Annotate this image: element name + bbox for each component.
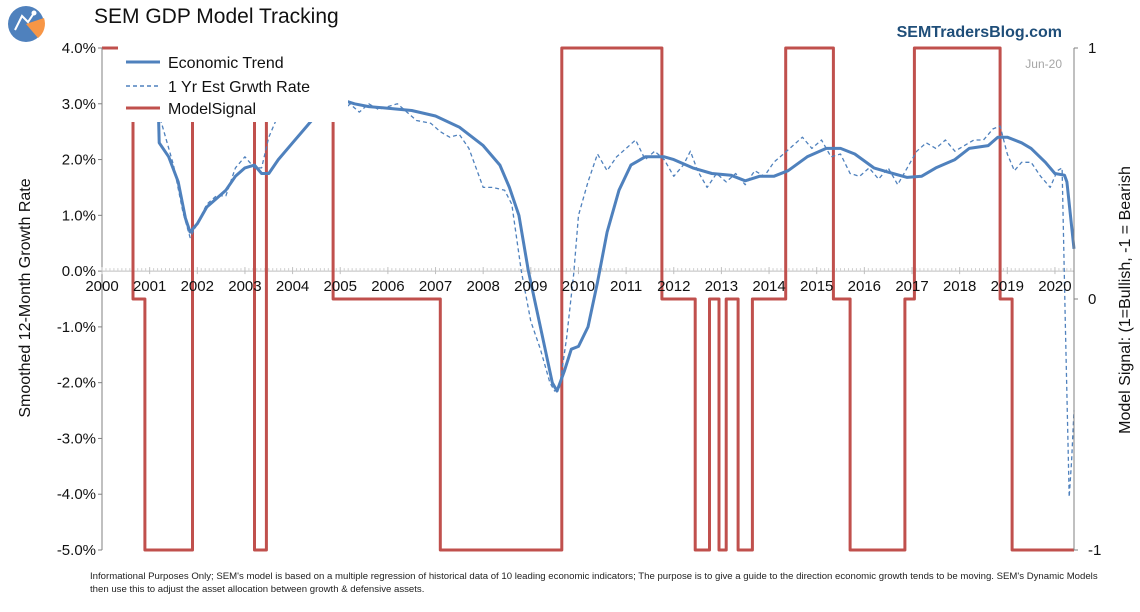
y-tick-label: -4.0%	[57, 486, 96, 503]
x-tick-label: 2014	[752, 278, 785, 295]
footnote: Informational Purposes Only; SEM's model…	[90, 571, 1098, 595]
y-tick-label: 1.0%	[62, 207, 96, 224]
chart-legend: Economic Trend 1 Yr Est Grwth Rate Model…	[118, 44, 348, 122]
axes-layer: 4.0% 3.0% 2.0% 1.0% 0.0% -1.0% -2.0% -3.0% -4.0%…	[57, 40, 1102, 559]
model-signal-line	[102, 46, 1074, 552]
y-tick-label: -1.0%	[57, 319, 96, 336]
x-tick-label: 2005	[324, 278, 357, 295]
x-tick-label: 2017	[895, 278, 928, 295]
y2-tick-label: -1	[1088, 542, 1101, 559]
x-tick-label: 2002	[181, 278, 214, 295]
legend-label-estimate: 1 Yr Est Grwth Rate	[168, 79, 310, 96]
x-tick-label: 2009	[514, 278, 547, 295]
legend-label-economic-trend: Economic Trend	[168, 55, 284, 72]
chart-title: SEM GDP Model Tracking	[94, 5, 339, 28]
y-tick-label: -3.0%	[57, 430, 96, 447]
x-tick-label: 2012	[657, 278, 690, 295]
trend-layer	[155, 47, 1076, 393]
y-tick-label: 0.0%	[62, 263, 96, 280]
brand-link[interactable]: SEMTradersBlog.com	[896, 24, 1062, 41]
model-signal-layer	[102, 46, 1074, 552]
x-tick-label: 2007	[419, 278, 452, 295]
x-tick-label: 2011	[610, 278, 642, 295]
y2-tick-label: 1	[1088, 40, 1096, 57]
estimate-layer	[149, 100, 1075, 498]
gdp-tracking-chart: 4.0% 3.0% 2.0% 1.0% 0.0% -1.0% -2.0% -3.0% -4.0%…	[17, 40, 1134, 559]
x-tick-label: 2020	[1038, 278, 1071, 295]
x-tick-label: 2010	[562, 278, 595, 295]
y2-tick-label: 0	[1088, 291, 1096, 308]
x-tick-label: 2019	[991, 278, 1024, 295]
y-tick-label: 4.0%	[62, 40, 96, 57]
x-tick-label: 2013	[705, 278, 738, 295]
y-tick-label: -5.0%	[57, 542, 96, 559]
economic-trend-line	[155, 47, 1076, 393]
date-stamp: Jun-20	[1025, 57, 1062, 71]
y-tick-label: 2.0%	[62, 152, 96, 169]
x-tick-label: 2000	[85, 278, 118, 295]
estimate-line	[149, 100, 1075, 498]
x-tick-label: 2008	[466, 278, 499, 295]
x-tick-label: 2004	[276, 278, 309, 295]
legend-label-model-signal: ModelSignal	[168, 101, 256, 118]
y-axis-label: Smoothed 12-Month Growth Rate	[17, 178, 34, 417]
x-tick-label: 2003	[228, 278, 261, 295]
x-tick-label: 2018	[943, 278, 976, 295]
y-tick-label: -2.0%	[57, 375, 96, 392]
x-tick-label: 2016	[848, 278, 881, 295]
x-tick-label: 2006	[371, 278, 404, 295]
x-tick-label: 2015	[800, 278, 833, 295]
grid-layer	[102, 268, 1074, 272]
y2-axis-label: Model Signal: (1=Bullish, -1 = Bearish	[1117, 166, 1134, 434]
sem-logo-icon	[8, 6, 45, 42]
y-tick-label: 3.0%	[62, 96, 96, 113]
x-tick-label: 2001	[133, 278, 166, 295]
